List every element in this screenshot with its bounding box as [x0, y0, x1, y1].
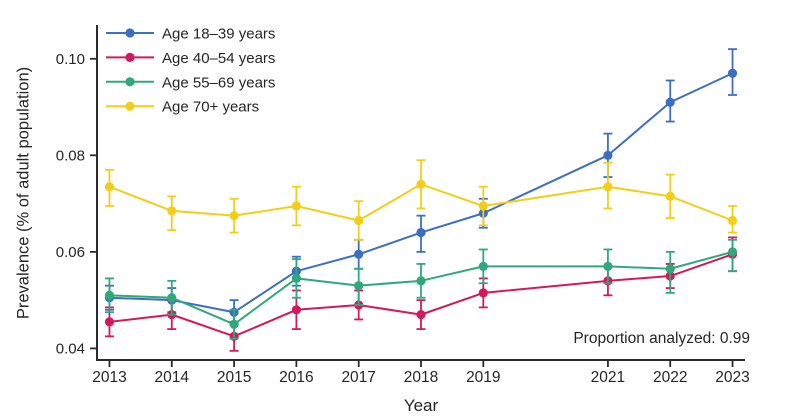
legend-marker — [125, 101, 135, 111]
data-point — [665, 97, 675, 107]
x-tick-label: 2019 — [466, 369, 500, 386]
data-point — [416, 179, 426, 189]
x-tick-label: 2021 — [591, 369, 625, 386]
series-line — [109, 253, 733, 338]
x-tick-label: 2018 — [404, 369, 438, 386]
series-line — [109, 250, 733, 326]
data-point — [603, 261, 613, 271]
legend-item-label: Age 40–54 years — [162, 50, 275, 67]
series-line — [109, 183, 733, 222]
data-point — [665, 191, 675, 201]
data-point — [478, 261, 488, 271]
axis-spines — [96, 25, 745, 361]
y-tick-label: 0.06 — [56, 244, 85, 261]
series-line — [109, 72, 733, 314]
proportion-analyzed-annotation: Proportion analyzed: 0.99 — [573, 330, 750, 347]
legend-marker — [125, 77, 135, 87]
x-tick-label: 2016 — [279, 369, 313, 386]
legend-marker — [125, 28, 135, 38]
y-tick-label: 0.08 — [56, 147, 85, 164]
data-point — [416, 276, 426, 286]
data-point — [603, 150, 613, 160]
x-tick-label: 2015 — [217, 369, 251, 386]
x-tick-label: 2022 — [653, 369, 687, 386]
x-tick-label: 2023 — [715, 369, 749, 386]
legend-marker — [125, 52, 135, 63]
data-point — [104, 182, 115, 192]
data-point — [603, 182, 613, 192]
data-point — [354, 281, 364, 291]
legend-item-label: Age 18–39 years — [162, 26, 275, 43]
data-point — [291, 273, 301, 284]
data-point — [354, 249, 364, 259]
data-point — [478, 288, 488, 298]
data-point — [167, 293, 177, 303]
data-point — [727, 68, 738, 78]
data-point — [416, 310, 426, 320]
data-point — [727, 215, 738, 226]
legend-item-label: Age 55–69 years — [162, 74, 275, 91]
y-axis-title: Prevalence (% of adult population) — [14, 66, 33, 320]
data-point — [291, 201, 301, 211]
data-point — [229, 319, 239, 329]
data-point — [104, 290, 115, 300]
data-point — [167, 206, 177, 216]
data-point — [665, 264, 675, 274]
data-point — [354, 215, 364, 226]
y-tick-label: 0.04 — [56, 340, 85, 357]
data-point — [478, 201, 488, 211]
data-point — [416, 227, 426, 238]
x-tick-label: 2014 — [155, 369, 190, 386]
x-axis-title: Year — [403, 396, 439, 415]
x-tick-label: 2017 — [341, 369, 375, 386]
data-point — [727, 247, 738, 257]
data-point — [291, 305, 301, 315]
data-point — [104, 317, 115, 327]
y-tick-label: 0.10 — [56, 51, 85, 68]
data-point — [229, 211, 239, 221]
legend-item-label: Age 70+ years — [162, 99, 259, 116]
x-tick-label: 2013 — [92, 369, 126, 386]
